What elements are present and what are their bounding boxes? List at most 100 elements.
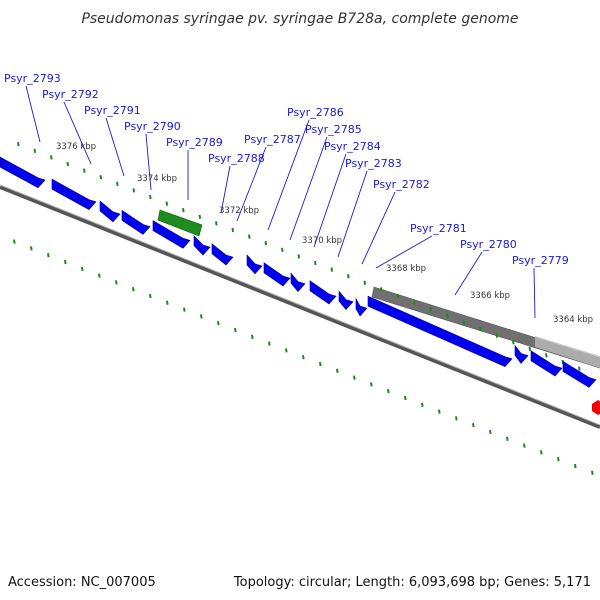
tick-mark <box>363 280 367 285</box>
tick-mark <box>215 221 218 226</box>
map-title: Pseudomonas syringae pv. syringae B728a,… <box>81 11 518 27</box>
gene-label-psyr-2783[interactable]: Psyr_2783 <box>345 157 402 170</box>
tick-mark <box>217 321 220 326</box>
gene-arrow[interactable] <box>0 156 46 189</box>
tick-mark <box>472 423 475 428</box>
gene-label-psyr-2786[interactable]: Psyr_2786 <box>287 106 344 119</box>
scale-label: 3372 kbp <box>219 206 259 216</box>
tick-mark <box>495 333 499 338</box>
lower-tick-row <box>13 239 594 475</box>
tick-mark <box>234 327 237 333</box>
scale-label: 3376 kbp <box>56 142 96 152</box>
tick-mark <box>64 259 67 265</box>
gene-leader-line <box>289 136 328 241</box>
tick-mark <box>98 273 101 278</box>
gene-label-psyr-2792[interactable]: Psyr_2792 <box>42 88 99 101</box>
tick-mark <box>413 300 416 305</box>
tick-mark <box>446 313 449 318</box>
gene-label-psyr-2787[interactable]: Psyr_2787 <box>244 133 301 146</box>
tick-mark <box>132 188 136 193</box>
accession-text: Accession: NC_007005 <box>8 575 156 590</box>
tick-mark <box>183 307 186 312</box>
tick-mark <box>336 368 339 373</box>
tick-mark <box>462 320 466 325</box>
gene-arrow[interactable] <box>530 350 563 377</box>
gene-leader-line <box>361 191 396 265</box>
tick-mark <box>149 194 152 200</box>
gene-arrow[interactable] <box>514 344 529 364</box>
tick-mark <box>268 341 271 346</box>
gene-leader-line <box>236 146 267 222</box>
tick-mark <box>132 287 135 292</box>
tick-mark <box>66 161 70 167</box>
tick-mark <box>578 366 581 371</box>
gene-arrow[interactable] <box>290 272 306 293</box>
gene-arrow[interactable] <box>121 209 151 235</box>
tick-mark <box>251 334 254 339</box>
gene-arrow[interactable] <box>193 235 211 256</box>
tick-mark <box>165 201 169 206</box>
gene-leader-line <box>220 165 231 214</box>
tick-mark <box>353 375 356 380</box>
tick-mark <box>50 155 53 160</box>
tick-mark <box>387 389 390 394</box>
tick-mark <box>99 175 103 180</box>
tick-mark <box>182 208 185 213</box>
scale-label: 3368 kbp <box>386 264 426 274</box>
genome-summary-text: Topology: circular; Length: 6,093,698 bp… <box>233 575 591 590</box>
tick-mark <box>438 409 441 414</box>
gene-label-psyr-2782[interactable]: Psyr_2782 <box>373 178 430 191</box>
tick-mark <box>370 382 373 387</box>
scale-label-layer: 3376 kbp 3374 kbp 3372 kbp 3370 kbp 3368 kbp… <box>56 142 593 325</box>
gene-arrow[interactable] <box>246 254 263 275</box>
highlighted-gene-arrow[interactable] <box>157 209 203 237</box>
gene-leader-line <box>25 85 41 143</box>
scale-label: 3370 kbp <box>302 236 342 246</box>
gene-label-psyr-2790[interactable]: Psyr_2790 <box>124 120 181 133</box>
gene-leader-line <box>145 133 152 191</box>
gene-layer <box>0 156 600 415</box>
gene-arrow[interactable] <box>309 280 337 305</box>
tick-mark <box>380 287 383 292</box>
gene-label-psyr-2788[interactable]: Psyr_2788 <box>208 152 265 165</box>
gene-label-psyr-2780[interactable]: Psyr_2780 <box>460 238 517 251</box>
tick-mark <box>13 239 16 244</box>
gene-leader-line <box>337 170 368 258</box>
genome-backbone-highlight <box>0 184 600 426</box>
scale-label: 3364 kbp <box>553 315 593 325</box>
gene-leader-line <box>105 117 125 177</box>
tick-mark <box>421 402 424 407</box>
tick-mark <box>116 181 119 186</box>
gene-label-psyr-2785[interactable]: Psyr_2785 <box>305 123 362 136</box>
tick-mark <box>396 293 400 299</box>
gene-label-psyr-2784[interactable]: Psyr_2784 <box>324 140 381 153</box>
gene-leader-line <box>267 119 310 231</box>
track-layer <box>0 142 600 475</box>
gene-leader-line <box>63 101 92 165</box>
gene-arrow[interactable] <box>152 220 191 249</box>
tick-mark <box>591 470 594 475</box>
gene-arrow[interactable] <box>211 243 234 266</box>
gene-arrow[interactable] <box>355 297 368 317</box>
gene-label-psyr-2791[interactable]: Psyr_2791 <box>84 104 141 117</box>
tick-mark <box>314 260 317 266</box>
tick-mark <box>557 457 560 462</box>
gene-arrow[interactable] <box>263 262 291 287</box>
gene-arrow[interactable] <box>51 178 97 210</box>
tick-mark <box>231 227 235 233</box>
gene-label-psyr-2781[interactable]: Psyr_2781 <box>410 222 467 235</box>
tick-mark <box>523 443 526 448</box>
tick-mark <box>81 266 84 271</box>
gene-arrow[interactable] <box>338 290 354 311</box>
gene-label-psyr-2779[interactable]: Psyr_2779 <box>512 254 569 267</box>
gene-label-psyr-2789[interactable]: Psyr_2789 <box>166 136 223 149</box>
gene-leader-line <box>313 153 347 248</box>
tick-mark <box>347 274 350 279</box>
gene-arrow[interactable] <box>562 360 597 388</box>
gene-arrow[interactable] <box>367 295 513 367</box>
gene-arrow[interactable] <box>99 200 121 223</box>
gene-label-psyr-2793[interactable]: Psyr_2793 <box>4 72 61 85</box>
tick-mark <box>330 267 334 272</box>
tick-mark <box>404 395 407 401</box>
